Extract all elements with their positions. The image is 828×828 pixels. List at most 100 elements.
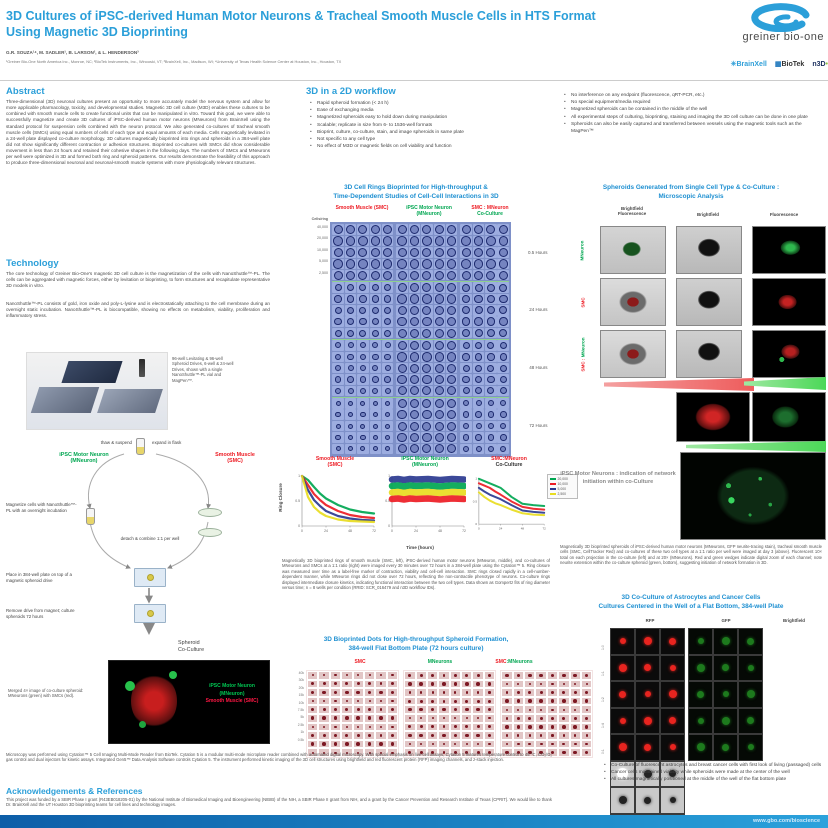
ring-dot <box>397 294 407 304</box>
mneuron-blob <box>139 721 146 728</box>
ring-dot <box>422 259 432 269</box>
mneuron-blob <box>125 681 135 691</box>
spheroid-dot <box>573 742 577 746</box>
ring-dot <box>499 387 507 395</box>
ring-well <box>344 398 357 409</box>
dot-well <box>363 671 376 680</box>
spheroid-dot <box>488 742 491 746</box>
cancer-heading-line1: 3D Co-Culture of Astrocytes and Cancer C… <box>621 594 761 601</box>
ring-well <box>421 398 433 409</box>
ring-dot <box>359 365 366 372</box>
spheroid-dot <box>442 673 446 677</box>
ring-dot <box>434 352 445 362</box>
grid-header1-line1: Brightfield <box>621 206 643 211</box>
dot-well <box>307 696 319 706</box>
cancer-well <box>713 681 738 708</box>
ring-dot <box>409 236 420 246</box>
spheroid-dot <box>431 725 435 729</box>
ring-well <box>332 340 344 351</box>
plate-row-label: 5,000 <box>319 259 328 264</box>
ring-dot <box>409 352 420 362</box>
ring-well <box>433 374 446 385</box>
spheroid-dot <box>367 716 372 721</box>
spheroid-dot <box>379 725 383 728</box>
spheroid-dot <box>356 716 361 721</box>
dot-well <box>449 739 462 749</box>
ring-well <box>497 443 510 455</box>
dot-well <box>329 739 342 749</box>
ring-well <box>381 385 394 397</box>
ring-dot <box>475 445 482 452</box>
dot-well <box>512 705 525 714</box>
ring-dot <box>334 376 342 383</box>
ring-well <box>408 258 421 270</box>
spheroid-dot <box>488 673 491 677</box>
spheroid-dot <box>420 742 423 746</box>
coculture-image-caption: Merged 4× image of co-culture spheroid: … <box>8 688 84 699</box>
chart3-title-line2: Co-Culture <box>495 462 523 469</box>
spheroid-dot <box>539 716 543 720</box>
spheroid-dot <box>390 682 394 686</box>
dots-group-mneurons: MNeurons <box>427 659 453 665</box>
ring-dot <box>487 445 494 452</box>
bullet-item: Magnetized spheroids easy to hold down d… <box>310 114 559 121</box>
ring-dot <box>446 316 457 327</box>
ring-well <box>396 409 408 420</box>
ring-well <box>460 282 472 293</box>
spheroid-dot <box>585 716 589 720</box>
spheroid-dot <box>585 734 588 737</box>
ring-dot <box>499 306 508 315</box>
ring-dot <box>499 294 508 304</box>
legend-swatch <box>549 487 556 490</box>
cancer-dot <box>721 637 730 646</box>
ring-dot <box>372 365 379 372</box>
dot-row <box>404 671 496 680</box>
ring-dot <box>499 353 508 361</box>
cancer-dot <box>722 743 729 751</box>
spheroid-dot <box>379 742 383 746</box>
ring-well <box>396 432 408 443</box>
spheroid-dot <box>551 734 554 737</box>
plate-row <box>332 398 510 409</box>
spheroid-dot <box>527 725 532 729</box>
spheroid-dot <box>454 742 457 746</box>
workflow-smc-line1: Smooth Muscle <box>215 452 255 458</box>
cancer-well <box>610 707 635 734</box>
spheroid-analysis-caption: Magnetically 3D bioprinted spheroids of … <box>560 544 822 566</box>
poster-title: 3D Cultures of iPSC-derived Human Motor … <box>6 9 596 40</box>
dot-well <box>449 688 462 697</box>
spheroid-dot <box>562 742 566 746</box>
chart-smc: 0 24 48 72 0 0.5 1 <box>295 474 376 533</box>
ring-well <box>445 443 458 455</box>
ring-well <box>357 224 369 235</box>
dot-well <box>386 748 399 757</box>
dot-well <box>569 731 581 740</box>
svg-text:0: 0 <box>301 529 303 533</box>
dot-group <box>306 670 400 758</box>
ring-dot <box>487 411 495 418</box>
ring-dot <box>347 434 354 441</box>
dot-well <box>524 739 536 749</box>
ring-well <box>433 305 446 316</box>
svg-text:48: 48 <box>438 529 442 533</box>
spheroid-dot <box>585 708 588 711</box>
cancer-row <box>688 681 763 708</box>
ring-well <box>421 340 433 351</box>
spheroid-dot <box>488 751 491 755</box>
ring-well <box>497 385 510 397</box>
ring-well <box>357 235 369 247</box>
ring-well <box>369 420 382 432</box>
dot-well <box>569 722 581 732</box>
cancer-group <box>610 628 685 761</box>
ring-dot <box>434 432 445 443</box>
spheroid-dot <box>311 708 315 712</box>
ring-dot <box>382 236 393 246</box>
ring-dot <box>333 236 343 246</box>
ring-dot <box>360 423 366 429</box>
ring-well <box>497 224 510 235</box>
cancer-dot <box>618 796 627 805</box>
spheroid-dot <box>477 717 480 720</box>
ring-dot <box>410 270 420 280</box>
spheroid-dot <box>357 674 360 677</box>
ring-well <box>408 316 421 327</box>
